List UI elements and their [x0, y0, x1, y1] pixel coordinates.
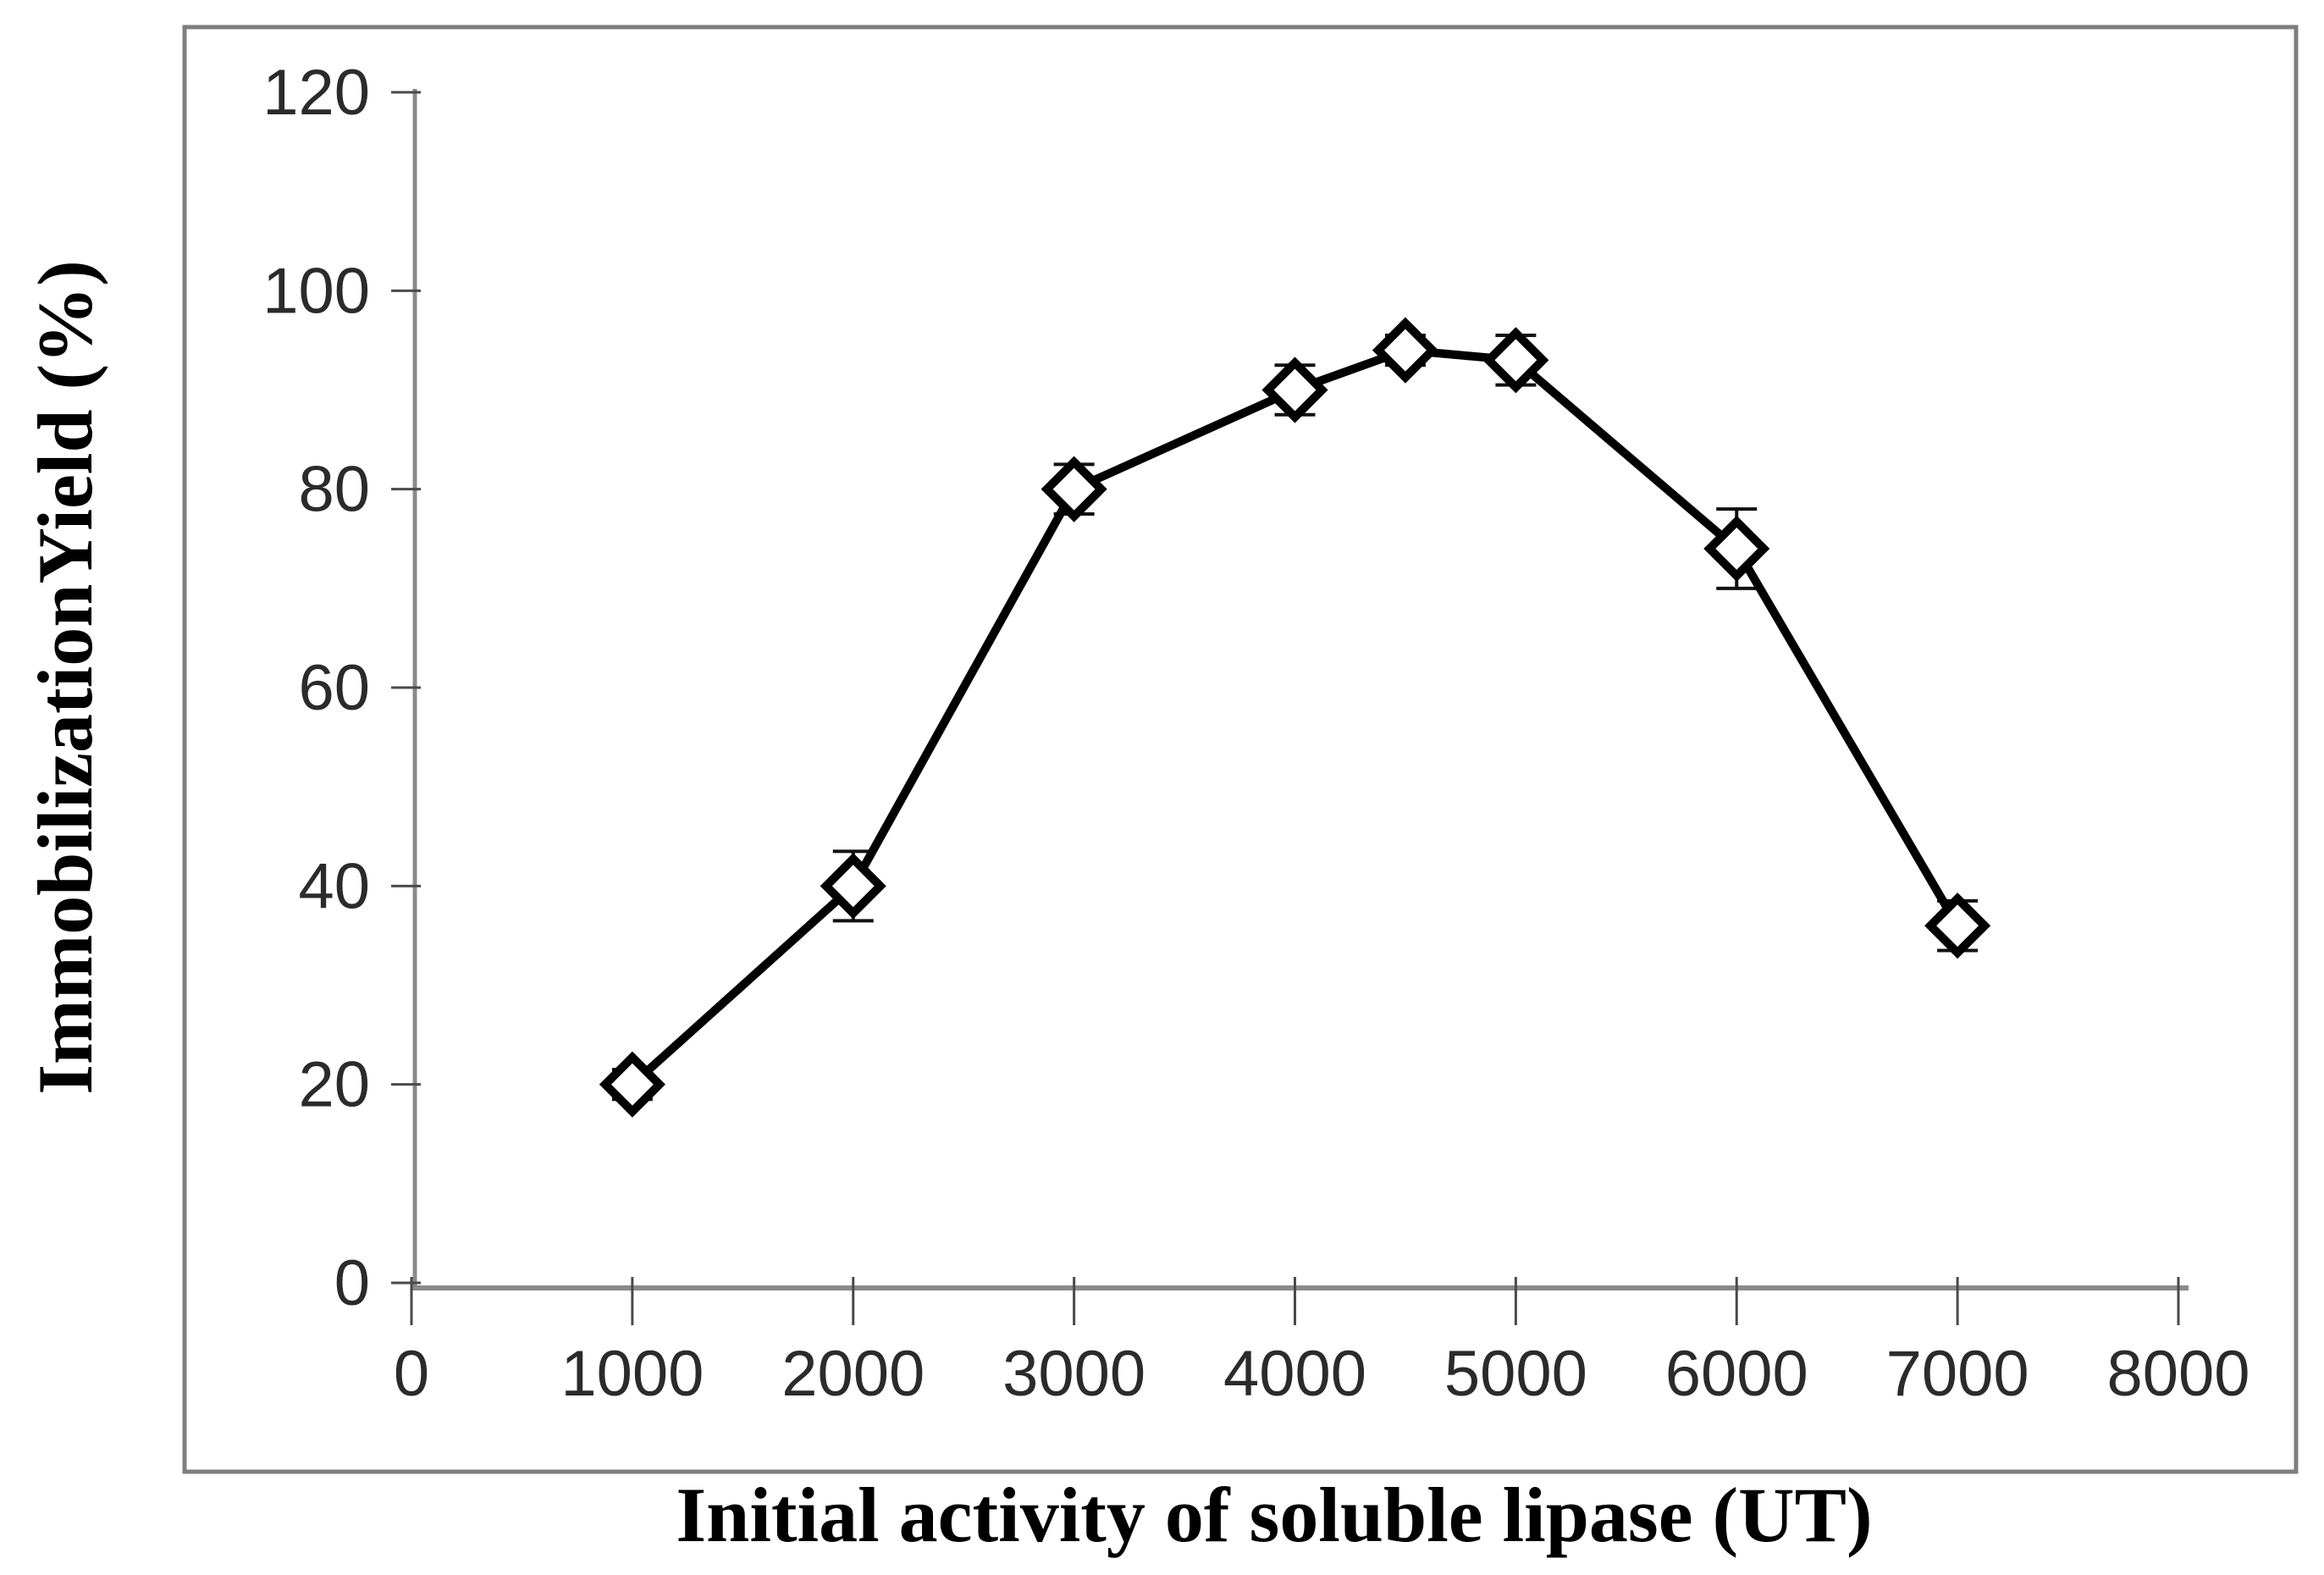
x-tick-label: 0: [394, 1338, 429, 1410]
data-point-marker: [1261, 356, 1328, 423]
data-point-marker: [1924, 892, 1991, 959]
x-tick-label: 5000: [1444, 1338, 1587, 1410]
y-tick-label: 0: [334, 1247, 370, 1319]
x-tick-label: 3000: [1002, 1338, 1145, 1410]
ticks-layer: [391, 91, 2180, 1325]
chart-frame: [182, 25, 2299, 1474]
x-tick-label: 6000: [1665, 1338, 1808, 1410]
y-tick-label: 80: [298, 454, 370, 526]
y-tick-label: 120: [262, 57, 370, 129]
x-tick-label: 4000: [1223, 1338, 1366, 1410]
x-tick-label: 2000: [781, 1338, 925, 1410]
data-point-marker: [1372, 317, 1439, 384]
series-layer: [599, 317, 1991, 1118]
x-tick-label: 8000: [2106, 1338, 2249, 1410]
x-tick-label: 7000: [1886, 1338, 2029, 1410]
x-tick-label: 1000: [560, 1338, 704, 1410]
data-point-marker: [820, 853, 886, 920]
y-tick-label: 60: [298, 652, 370, 724]
y-tick-label: 100: [262, 255, 370, 327]
series-line: [627, 345, 1962, 1089]
x-axis-title: Initial activity of soluble lipase (UT): [676, 1472, 1872, 1558]
data-point-marker: [1041, 456, 1107, 522]
data-point-marker: [1703, 515, 1770, 583]
tick-labels-layer: 0 20 40 60 80 100 120 0 1000 2000 3000 4000 5000 6000…: [262, 57, 2249, 1410]
y-tick-label: 40: [298, 850, 370, 922]
y-axis-title: ImmobilizationYield (%): [22, 260, 108, 1095]
data-point-marker: [1482, 327, 1549, 394]
data-point-marker: [599, 1051, 665, 1118]
y-tick-label: 20: [298, 1049, 370, 1121]
axes-layer: [412, 89, 2189, 1290]
